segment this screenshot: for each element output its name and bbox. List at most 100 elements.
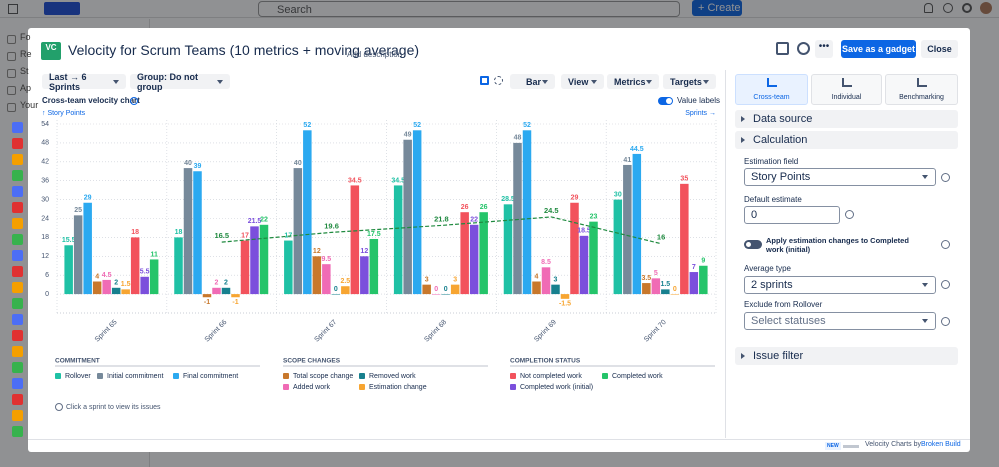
sidebar-item[interactable]: Your xyxy=(20,100,39,110)
app-switcher[interactable] xyxy=(8,4,18,14)
bar xyxy=(661,289,670,295)
metrics-button[interactable]: Metrics xyxy=(607,74,659,89)
project-icon[interactable] xyxy=(12,218,23,229)
top-bar xyxy=(0,0,999,18)
project-icon[interactable] xyxy=(12,250,23,261)
sidebar-icon xyxy=(7,52,16,61)
project-icon[interactable] xyxy=(12,394,23,405)
switch-knob xyxy=(746,242,751,247)
notifications[interactable] xyxy=(924,3,933,13)
value-label: 3 xyxy=(453,276,457,283)
sidebar-icon xyxy=(7,69,16,78)
section-header[interactable]: Calculation xyxy=(735,131,958,149)
project-icon[interactable] xyxy=(12,330,23,341)
project-icon[interactable] xyxy=(12,138,23,149)
value-label: 12 xyxy=(313,248,321,255)
sidebar-icon xyxy=(7,35,16,44)
project-icon[interactable] xyxy=(12,186,23,197)
bar xyxy=(183,168,193,295)
bar xyxy=(92,281,102,295)
project-icon[interactable] xyxy=(12,346,23,357)
bar xyxy=(689,272,699,295)
chart-type-button[interactable]: Bar xyxy=(510,74,555,89)
tab[interactable] xyxy=(811,74,882,105)
value-label: 23 xyxy=(590,213,598,220)
project-icon[interactable] xyxy=(12,282,23,293)
project-icon[interactable] xyxy=(12,266,23,277)
tab[interactable] xyxy=(885,74,958,105)
footer-link[interactable]: Broken Build xyxy=(921,441,961,448)
bar xyxy=(212,287,221,295)
y-tick-label: 12 xyxy=(41,253,49,260)
sidebar-item[interactable]: Ap xyxy=(20,83,32,93)
avatar[interactable] xyxy=(980,2,992,14)
bar xyxy=(680,183,689,295)
x-tick-label: Sprint 70 xyxy=(643,319,668,344)
sidebar-item[interactable]: St xyxy=(20,66,29,76)
value-label: 34.5 xyxy=(348,177,362,184)
layout-icon[interactable] xyxy=(776,42,789,55)
tab-icon xyxy=(841,78,852,87)
apply-label: Apply estimation changes to Completed wo… xyxy=(766,236,909,254)
bar xyxy=(221,287,231,295)
average-select[interactable]: 2 sprints xyxy=(744,276,936,294)
search[interactable]: Search xyxy=(258,1,680,17)
sidebar-item[interactable]: Re xyxy=(20,49,32,59)
apply-switch[interactable] xyxy=(744,240,762,249)
group-button[interactable]: Group: Do not group xyxy=(130,72,230,92)
add-description[interactable]: Add description xyxy=(347,50,403,59)
bar xyxy=(341,286,350,295)
project-icon[interactable] xyxy=(12,362,23,373)
project-icon[interactable] xyxy=(12,154,23,165)
help-icon[interactable] xyxy=(797,42,810,55)
x-tick-label: Sprint 65 xyxy=(94,319,119,344)
range-button[interactable]: Last → 6 Sprints xyxy=(42,72,126,92)
tab-label: Individual xyxy=(831,94,862,101)
bar xyxy=(250,226,259,295)
targets-button[interactable]: Targets xyxy=(663,74,716,89)
project-icon[interactable] xyxy=(12,202,23,213)
bar xyxy=(284,240,293,295)
section-header[interactable]: Issue filter xyxy=(735,347,958,365)
project-icon[interactable] xyxy=(12,410,23,421)
bar xyxy=(403,139,412,295)
project-icon[interactable] xyxy=(12,122,23,133)
exclude-select[interactable]: Select statuses xyxy=(744,312,936,330)
settings[interactable] xyxy=(962,3,972,13)
bar xyxy=(293,168,303,295)
bar xyxy=(450,284,460,295)
moving-average-label: 16.5 xyxy=(214,231,229,240)
section-header[interactable]: Data source xyxy=(735,110,958,128)
project-icon[interactable] xyxy=(12,234,23,245)
project-icon[interactable] xyxy=(12,170,23,181)
project-icon[interactable] xyxy=(12,426,23,437)
project-icon[interactable] xyxy=(12,298,23,309)
project-icon[interactable] xyxy=(12,378,23,389)
create-button[interactable]: + Create xyxy=(692,0,742,16)
bar xyxy=(259,224,269,295)
project-icon[interactable] xyxy=(12,314,23,325)
help[interactable] xyxy=(943,3,953,13)
x-tick-label: Sprint 66 xyxy=(204,319,229,344)
y-tick-label: 18 xyxy=(41,234,49,241)
view-button[interactable]: View xyxy=(561,74,604,89)
close-button[interactable]: Close xyxy=(921,40,958,58)
average-label: Average type xyxy=(744,264,791,273)
percent-toggle[interactable] xyxy=(494,76,503,85)
bar xyxy=(551,284,560,295)
value-label: 40 xyxy=(294,160,302,167)
save-button[interactable]: Save as a gadget xyxy=(841,40,916,58)
estimation-select[interactable]: Story Points xyxy=(744,168,936,186)
default-input[interactable]: 0 xyxy=(744,206,840,224)
more-button[interactable]: ••• xyxy=(815,40,833,58)
count-toggle[interactable] xyxy=(480,76,489,85)
footer-line xyxy=(28,439,970,440)
tab[interactable] xyxy=(735,74,808,105)
legend-label: Total scope change xyxy=(293,373,353,380)
logo[interactable] xyxy=(44,2,80,15)
bar xyxy=(303,130,312,295)
bar xyxy=(422,284,431,295)
sidebar-item[interactable]: Fo xyxy=(20,32,31,42)
value-label: 34.5 xyxy=(391,177,405,184)
legend-label: Rollover xyxy=(65,373,91,380)
